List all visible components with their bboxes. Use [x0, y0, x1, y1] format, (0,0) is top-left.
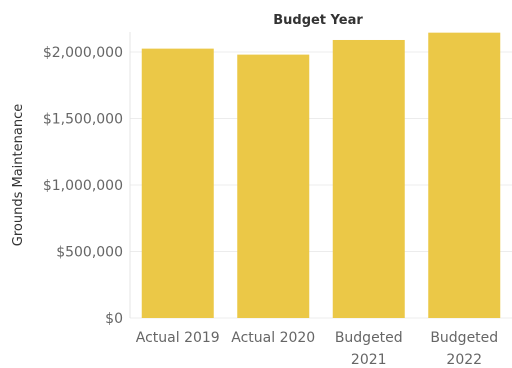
bars	[141, 32, 501, 319]
y-tick-label: $1,500,000	[43, 111, 123, 127]
y-tick-label: $0	[105, 311, 123, 327]
y-axis-ticks: $0 $500,000 $1,000,000 $1,500,000 $2,000,000	[43, 45, 123, 327]
x-tick-label: Budgeted	[335, 330, 403, 346]
x-tick-label: 2022	[446, 352, 482, 368]
x-tick-label: Actual 2020	[231, 330, 315, 346]
y-tick-label: $2,000,000	[43, 45, 123, 61]
chart-title: Budget Year	[273, 13, 363, 28]
bar	[428, 32, 501, 319]
x-tick-label: Actual 2019	[136, 330, 220, 346]
x-tick-label: Budgeted	[430, 330, 498, 346]
x-tick-label: 2021	[351, 352, 387, 368]
bar	[237, 54, 310, 318]
bar	[332, 39, 405, 319]
y-tick-label: $1,000,000	[43, 178, 123, 194]
bar	[141, 48, 214, 319]
y-tick-label: $500,000	[56, 244, 123, 260]
x-axis-categories: Actual 2019 Actual 2020 Budgeted 2021 Budget…	[136, 330, 498, 368]
y-axis-label: Grounds Maintenance	[11, 104, 26, 246]
